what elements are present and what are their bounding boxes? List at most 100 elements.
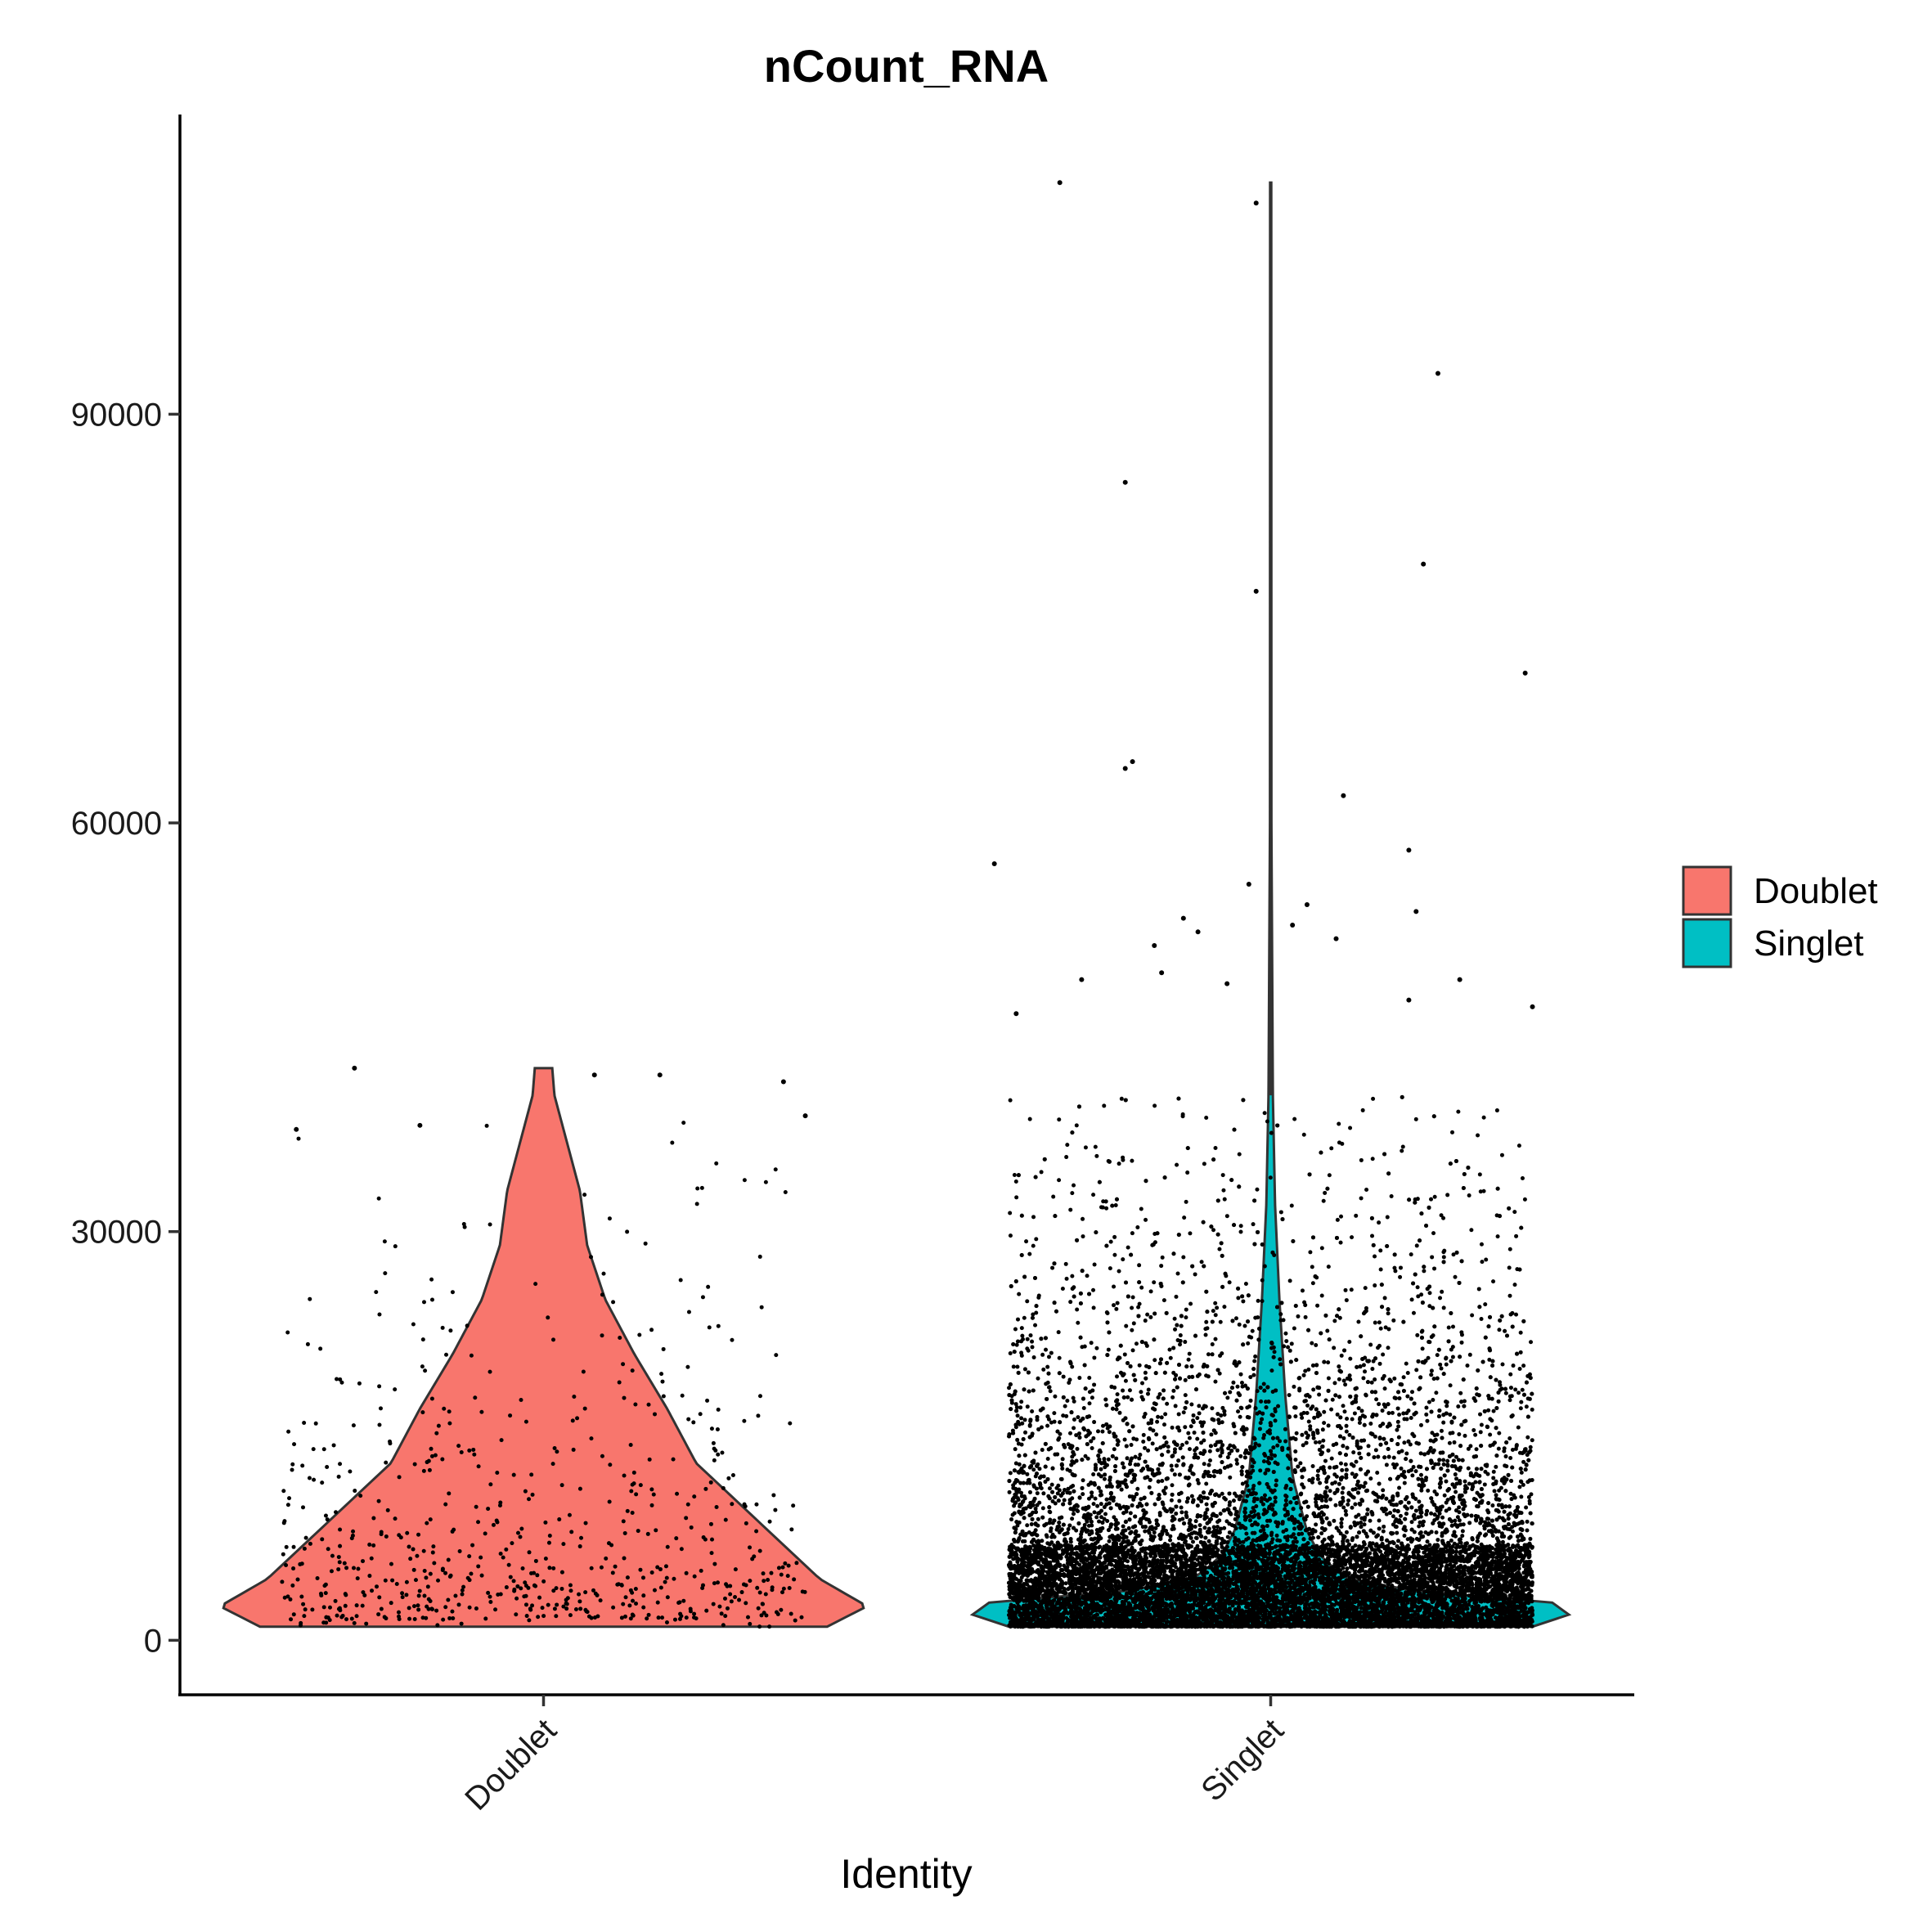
data-point [344,1566,349,1570]
data-point [407,1616,412,1621]
data-point [641,1593,646,1598]
data-point [527,1618,532,1623]
data-point [302,1546,307,1551]
data-point [631,1481,636,1486]
data-point [551,1566,556,1570]
data-point [421,1548,426,1553]
data-point [486,1590,491,1595]
data-point [441,1617,446,1622]
points-doublet [280,1065,808,1629]
data-point [349,1616,354,1621]
data-point [776,1566,781,1570]
data-point [467,1448,472,1453]
data-point [767,1624,772,1629]
data-point [351,1529,356,1534]
data-point [411,1547,416,1552]
plot-area [222,180,1572,1629]
data-point [371,1516,376,1521]
data-point [715,1427,720,1432]
data-point [739,1590,744,1595]
data-point [527,1497,532,1502]
data-point [377,1384,382,1389]
data-point [421,1468,426,1473]
data-point [600,1333,604,1338]
data-point [716,1452,721,1457]
data-point [537,1595,542,1600]
data-point [523,1593,528,1598]
data-point [389,1561,393,1566]
data-point [785,1574,790,1579]
data-point [641,1605,646,1610]
data-point [691,1420,696,1425]
data-point [730,1337,735,1342]
data-point [493,1607,498,1612]
data-point [460,1588,465,1593]
data-point [442,1406,447,1411]
data-point [456,1602,461,1607]
data-point [411,1604,416,1609]
data-point [634,1601,639,1606]
data-point [565,1596,570,1601]
data-point [688,1606,693,1611]
data-point [677,1600,682,1605]
data-point [288,1597,293,1602]
data-point [761,1571,766,1576]
data-point [680,1393,685,1398]
data-point [608,1462,613,1467]
data-point [744,1521,748,1525]
data-point [583,1590,588,1595]
data-point [699,1185,704,1190]
data-point [600,1292,604,1297]
data-point [296,1136,301,1141]
data-point [774,1353,779,1358]
data-point [672,1576,676,1581]
data-point [1458,1551,1462,1556]
data-point [744,1601,748,1606]
data-point [298,1561,303,1566]
data-point [757,1548,762,1553]
data-point [552,1445,557,1450]
outlier-point [780,1079,786,1085]
data-point [582,1406,587,1411]
data-point [428,1517,433,1522]
data-point [571,1447,576,1452]
data-point [728,1592,733,1597]
data-point [514,1596,519,1601]
data-point [606,1541,611,1546]
data-point [452,1527,456,1532]
data-point [429,1446,434,1451]
data-point [595,1593,600,1597]
data-point [773,1167,778,1172]
data-point [658,1585,663,1590]
data-point [788,1421,793,1426]
data-point [333,1598,338,1603]
data-point [321,1447,326,1452]
data-point [599,1565,604,1570]
data-point [330,1553,335,1558]
data-point [618,1336,622,1341]
data-point [286,1429,291,1434]
data-point [389,1601,393,1606]
data-point [742,1502,747,1507]
data-point [408,1557,413,1561]
data-point [519,1586,523,1591]
data-point [622,1395,627,1400]
data-point [660,1379,665,1384]
data-point [331,1443,336,1448]
data-point [496,1592,501,1597]
data-point [323,1591,328,1596]
data-point [303,1607,308,1612]
data-point [628,1616,633,1621]
data-point [695,1186,700,1191]
data-point [354,1614,359,1619]
data-point [686,1310,691,1314]
data-point [412,1616,417,1621]
data-point [457,1549,462,1554]
data-point [383,1271,388,1276]
data-point [783,1561,788,1566]
data-point [589,1566,594,1570]
data-point [582,1193,587,1197]
data-point [631,1598,636,1603]
data-point [456,1444,461,1449]
data-point [497,1503,502,1507]
